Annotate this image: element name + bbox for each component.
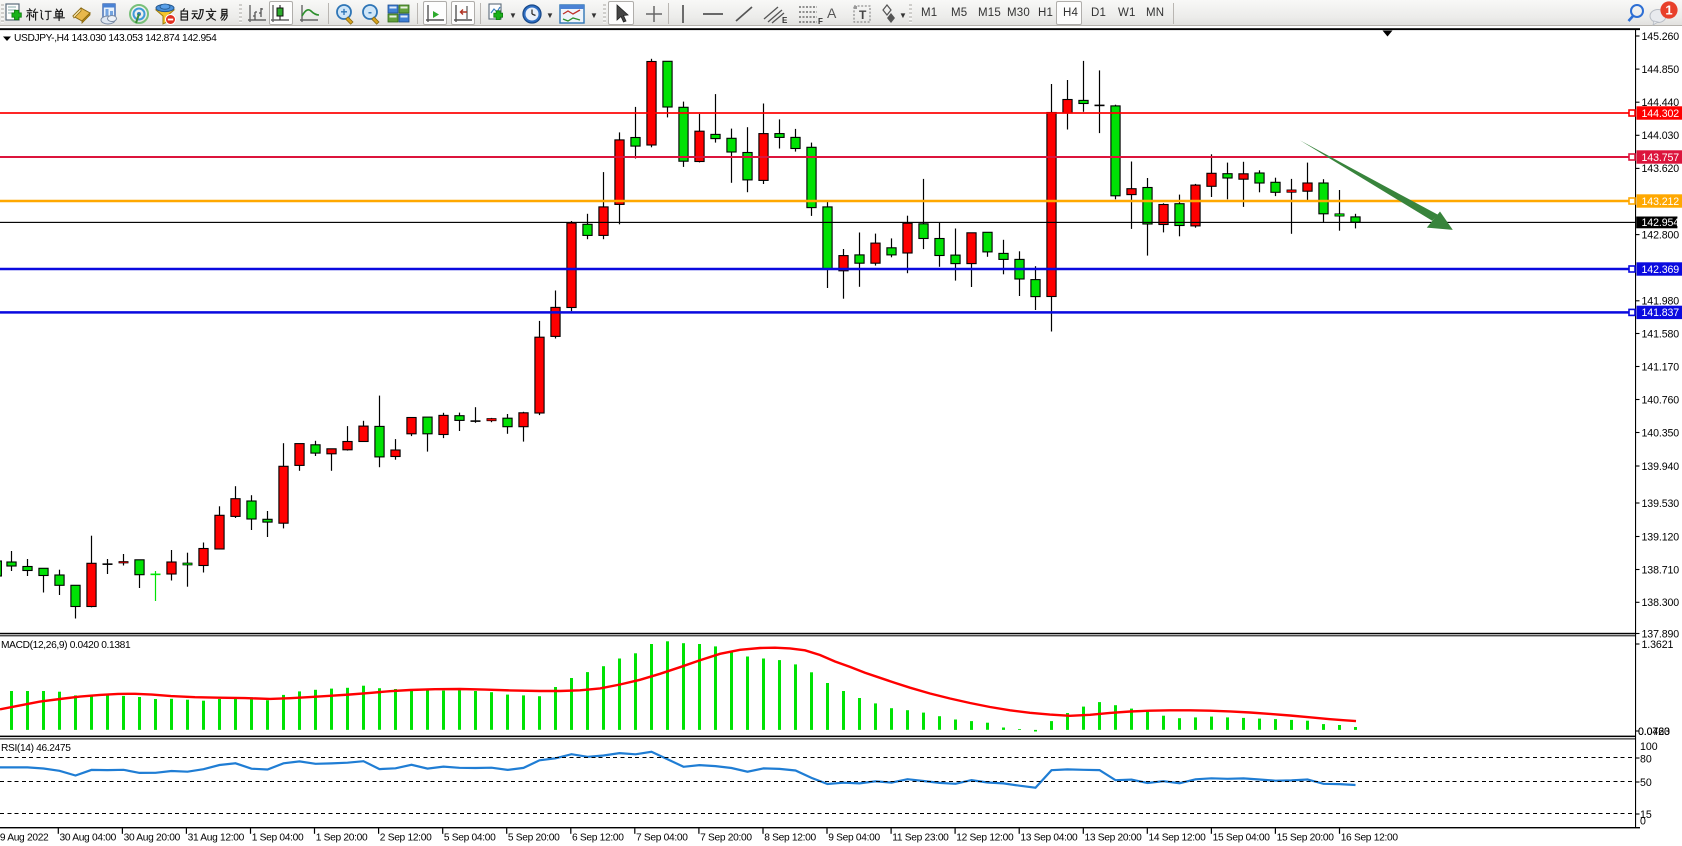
svg-text:144.030: 144.030 bbox=[1642, 130, 1680, 142]
svg-text:USDJPY-,H4 143.030 143.053 14: USDJPY-,H4 143.030 143.053 142.874 142.9… bbox=[14, 33, 217, 44]
svg-text:9 Sep 04:00: 9 Sep 04:00 bbox=[828, 833, 880, 844]
svg-text:0.0420: 0.0420 bbox=[1638, 726, 1670, 738]
svg-text:141.580: 141.580 bbox=[1642, 328, 1680, 340]
svg-text:13 Sep 20:00: 13 Sep 20:00 bbox=[1085, 833, 1143, 844]
svg-text:141.170: 141.170 bbox=[1642, 361, 1680, 373]
svg-text:T: T bbox=[859, 8, 867, 22]
svg-text:29 Aug 2022: 29 Aug 2022 bbox=[0, 833, 49, 844]
svg-text:1 Sep 04:00: 1 Sep 04:00 bbox=[252, 833, 304, 844]
svg-text:50: 50 bbox=[1640, 777, 1652, 789]
svg-text:141.837: 141.837 bbox=[1642, 307, 1680, 319]
svg-text:MACD(12,26,9) 0.0420 0.1381: MACD(12,26,9) 0.0420 0.1381 bbox=[1, 640, 131, 651]
svg-text:30 Aug 04:00: 30 Aug 04:00 bbox=[60, 833, 117, 844]
svg-text:142.800: 142.800 bbox=[1642, 229, 1680, 241]
svg-text:16 Sep 12:00: 16 Sep 12:00 bbox=[1341, 833, 1399, 844]
svg-text:144.850: 144.850 bbox=[1642, 64, 1680, 76]
svg-text:140.760: 140.760 bbox=[1642, 394, 1680, 406]
svg-text:144.440: 144.440 bbox=[1642, 97, 1680, 109]
svg-text:15 Sep 04:00: 15 Sep 04:00 bbox=[1213, 833, 1271, 844]
svg-text:+: + bbox=[340, 5, 347, 19]
svg-text:80: 80 bbox=[1640, 753, 1652, 765]
svg-text:2 Sep 12:00: 2 Sep 12:00 bbox=[380, 833, 432, 844]
svg-text:143.757: 143.757 bbox=[1642, 152, 1680, 164]
svg-text:139.120: 139.120 bbox=[1642, 531, 1680, 543]
svg-text:142.369: 142.369 bbox=[1642, 264, 1680, 276]
svg-text:7 Sep 04:00: 7 Sep 04:00 bbox=[636, 833, 688, 844]
svg-text:100: 100 bbox=[1640, 741, 1658, 753]
svg-text:145.260: 145.260 bbox=[1642, 31, 1680, 43]
svg-text:11 Sep 23:00: 11 Sep 23:00 bbox=[892, 833, 949, 844]
svg-text:F: F bbox=[818, 17, 823, 25]
svg-text:137.890: 137.890 bbox=[1642, 628, 1680, 640]
svg-text:143.212: 143.212 bbox=[1642, 196, 1680, 208]
svg-text:8 Sep 12:00: 8 Sep 12:00 bbox=[764, 833, 816, 844]
svg-text:31 Aug 12:00: 31 Aug 12:00 bbox=[188, 833, 245, 844]
svg-text:5 Sep 04:00: 5 Sep 04:00 bbox=[444, 833, 496, 844]
svg-text:6 Sep 12:00: 6 Sep 12:00 bbox=[572, 833, 624, 844]
svg-text:E: E bbox=[782, 16, 788, 25]
svg-text:143.620: 143.620 bbox=[1642, 163, 1680, 175]
svg-text:13 Sep 04:00: 13 Sep 04:00 bbox=[1020, 833, 1078, 844]
svg-text:-: - bbox=[368, 5, 372, 19]
svg-text:30 Aug 20:00: 30 Aug 20:00 bbox=[124, 833, 181, 844]
svg-text:12 Sep 12:00: 12 Sep 12:00 bbox=[956, 833, 1014, 844]
svg-text:141.980: 141.980 bbox=[1642, 296, 1680, 308]
svg-text:138.300: 138.300 bbox=[1642, 597, 1680, 609]
svg-text:5 Sep 20:00: 5 Sep 20:00 bbox=[508, 833, 560, 844]
svg-text:0.0763: 0.0763 bbox=[1638, 726, 1670, 738]
svg-text:RSI(14) 46.2475: RSI(14) 46.2475 bbox=[1, 743, 71, 754]
svg-text:138.710: 138.710 bbox=[1642, 564, 1680, 576]
svg-text:15: 15 bbox=[1640, 809, 1652, 821]
svg-text:0: 0 bbox=[1640, 815, 1646, 827]
svg-text:1 Sep 20:00: 1 Sep 20:00 bbox=[316, 833, 368, 844]
svg-text:15 Sep 20:00: 15 Sep 20:00 bbox=[1277, 833, 1335, 844]
svg-text:144.302: 144.302 bbox=[1642, 108, 1680, 120]
svg-text:140.350: 140.350 bbox=[1642, 427, 1680, 439]
svg-text:7 Sep 20:00: 7 Sep 20:00 bbox=[700, 833, 752, 844]
svg-text:142.954: 142.954 bbox=[1642, 217, 1680, 229]
svg-text:1.3621: 1.3621 bbox=[1642, 639, 1674, 651]
svg-text:1: 1 bbox=[1665, 3, 1672, 18]
svg-text:14 Sep 12:00: 14 Sep 12:00 bbox=[1149, 833, 1207, 844]
svg-text:139.940: 139.940 bbox=[1642, 461, 1680, 473]
svg-text:139.530: 139.530 bbox=[1642, 498, 1680, 510]
